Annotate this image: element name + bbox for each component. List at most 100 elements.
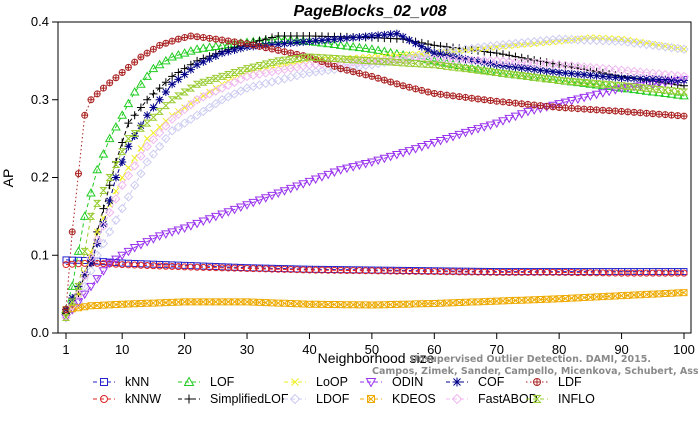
point-odin (279, 187, 290, 196)
point-cof (561, 69, 570, 78)
point-inflo (679, 88, 689, 96)
point-simplifiedlof (536, 57, 545, 66)
point-inflo (661, 86, 670, 94)
point-cof (292, 38, 301, 47)
legend-marker (100, 378, 108, 386)
point-cof (661, 75, 670, 84)
point-fastabod (61, 312, 71, 323)
point-ldf (555, 104, 563, 111)
point-cof (623, 74, 632, 83)
point-ldf (181, 34, 189, 41)
point-fastabod (654, 69, 664, 79)
point-ldf (586, 106, 594, 113)
point-cof (449, 52, 458, 61)
series-line-inflo (65, 56, 685, 318)
point-odin (98, 267, 109, 276)
point-ldf (68, 228, 76, 236)
point-ldf (380, 76, 388, 84)
point-ldof (673, 43, 683, 54)
point-ldf (162, 39, 170, 47)
point-fastabod (167, 114, 177, 124)
point-cof (486, 59, 495, 68)
point-odin (285, 184, 296, 194)
point-odin (329, 168, 340, 178)
point-inflo (392, 58, 402, 66)
point-inflo (249, 63, 258, 71)
point-fastabod (111, 194, 121, 204)
point-inflo (267, 58, 277, 66)
point-odin (448, 132, 458, 142)
point-ldf (137, 53, 145, 61)
point-inflo (280, 56, 289, 64)
point-lof (323, 38, 334, 48)
series-odin (61, 76, 689, 323)
x-tick-label: 80 (552, 342, 566, 357)
point-ldf (280, 48, 288, 56)
point-ldof (142, 157, 152, 167)
chart-title: PageBlocks_02_v08 (294, 3, 447, 20)
legend-label: LOF (210, 375, 235, 389)
point-odin (554, 100, 565, 109)
y-tick-label: 0.2 (31, 170, 49, 185)
point-lof (204, 42, 215, 51)
point-ldof (623, 37, 633, 47)
point-fastabod (404, 55, 415, 65)
legend-item-loop: LoOP (284, 375, 348, 389)
point-inflo (473, 66, 483, 74)
point-ldf (199, 34, 207, 41)
plot-series (61, 29, 689, 323)
point-cof (630, 74, 639, 83)
point-simplifiedlof (161, 78, 170, 87)
point-fastabod (204, 89, 215, 99)
point-simplifiedlof (124, 119, 133, 128)
point-knnw (680, 269, 688, 277)
point-odin (198, 217, 209, 227)
point-fastabod (548, 59, 558, 70)
point-cof (211, 52, 220, 61)
point-odin (379, 154, 390, 164)
series-ldof (61, 34, 689, 323)
series-line-fastabod (65, 58, 685, 318)
point-lof (104, 133, 115, 143)
point-odin (292, 182, 302, 192)
point-simplifiedlof (168, 72, 177, 81)
point-ldf (268, 45, 276, 53)
point-kdeos (337, 301, 345, 309)
legend-label: ODIN (392, 375, 423, 389)
point-ldf (355, 69, 363, 77)
point-odin (466, 127, 477, 136)
point-ldf (568, 104, 576, 112)
point-odin (154, 232, 165, 241)
point-inflo (411, 60, 420, 68)
point-inflo (511, 71, 520, 79)
point-ldf (212, 35, 220, 43)
point-kdeos (81, 303, 89, 311)
point-lof (335, 40, 346, 49)
point-fastabod (236, 74, 246, 85)
point-odin (86, 282, 96, 292)
point-cof (324, 35, 333, 44)
point-odin (423, 141, 433, 150)
point-ldf (224, 37, 232, 45)
point-inflo (224, 70, 233, 78)
point-inflo (567, 77, 576, 85)
point-ldf (643, 109, 651, 117)
point-fastabod (435, 54, 446, 65)
legend-item-ldof: LDOF (284, 392, 350, 406)
point-cof (161, 87, 170, 96)
point-cof (517, 63, 526, 72)
point-cof (405, 36, 414, 45)
point-cof (149, 103, 158, 112)
point-fastabod (423, 54, 433, 65)
point-odin (142, 238, 153, 247)
legend-label: COF (478, 375, 505, 389)
point-inflo (480, 67, 489, 75)
point-loop (150, 129, 157, 137)
point-odin (129, 243, 140, 253)
point-ldf (674, 112, 682, 120)
point-inflo (455, 64, 464, 72)
point-ldf (62, 306, 70, 314)
point-ldof (610, 36, 621, 46)
legend-marker (452, 377, 462, 387)
point-fastabod (598, 63, 608, 74)
